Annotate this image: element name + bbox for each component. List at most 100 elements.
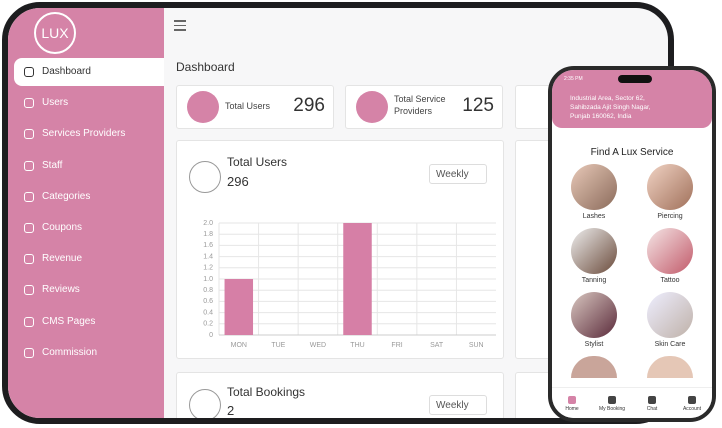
service-image [571, 292, 617, 338]
sidebar-item[interactable]: Coupons [14, 214, 154, 242]
service[interactable]: Lashes [570, 164, 618, 220]
service[interactable]: Tattoo [646, 228, 694, 284]
x-tick-label: WED [310, 342, 326, 349]
bar-chart: 0 0.2 0.4 0.6 0.8 1.0 1.2 1.4 1.6 1.8 2.0 MON TUE WED… [203, 220, 496, 349]
sidebar-item[interactable]: Staff [14, 152, 154, 180]
tab-label: Account [682, 406, 702, 412]
service[interactable] [646, 356, 694, 381]
service[interactable] [570, 356, 618, 381]
page-title: Dashboard [176, 60, 235, 74]
phone: 2:35 PM Industrial Area, Sector 62, Sahi… [548, 66, 716, 422]
sidebar: LUX Dashboard Users Services Providers Staf… [8, 8, 164, 418]
item-icon [24, 191, 34, 202]
service-label: Tattoo [660, 277, 680, 284]
status-time: 2:35 PM [564, 76, 583, 82]
sidebar-item[interactable]: CMS Pages [14, 308, 154, 336]
y-tick-label: 1.0 [203, 276, 213, 283]
chart-total: 296 [227, 174, 249, 189]
y-tick-label: 0.4 [203, 309, 213, 316]
tab-label: My Booking [598, 406, 626, 412]
tab-icon [568, 396, 576, 404]
service-image [571, 228, 617, 274]
stat-icon [187, 91, 219, 123]
chart-card: Total Users 296 Weekly 0 0.2 0.4 0.6 0.8 1.0 1… [176, 140, 504, 359]
sidebar-item[interactable]: Services Providers [14, 120, 154, 148]
address: Industrial Area, Sector 62, Sahibzada Aj… [570, 95, 651, 120]
sidebar-item[interactable]: Dashboard [14, 58, 164, 86]
bookings-icon [189, 389, 221, 418]
y-tick-label: 0.8 [203, 287, 213, 294]
x-tick-label: SUN [469, 342, 484, 349]
service-label: Tanning [581, 277, 607, 284]
tab-bar [552, 387, 712, 418]
y-tick-label: 0.6 [203, 298, 213, 305]
x-tick-label: FRI [391, 342, 402, 349]
item-icon [24, 129, 34, 140]
x-tick-label: SAT [430, 342, 444, 349]
service-image [647, 228, 693, 274]
tab[interactable]: Home [552, 396, 592, 412]
service-label: Skin Care [654, 341, 686, 348]
x-tick-label: TUE [271, 342, 285, 349]
item-icon [24, 254, 34, 265]
sidebar-item[interactable]: Users [14, 89, 154, 117]
y-tick-label: 0 [209, 332, 213, 339]
y-tick-label: 1.2 [203, 265, 213, 272]
bookings-card: Total Bookings 2 Weekly [176, 372, 504, 418]
service[interactable]: Stylist [570, 292, 618, 348]
service[interactable]: Piercing [646, 164, 694, 220]
bar [224, 279, 254, 335]
y-tick-label: 1.8 [203, 231, 213, 238]
tab[interactable]: Chat [632, 396, 672, 412]
stat-card: Total Users 296 [176, 85, 334, 129]
period-select[interactable]: Weekly [429, 164, 487, 184]
service[interactable]: Tanning [570, 228, 618, 284]
stat-value: 125 [462, 95, 494, 116]
y-tick-label: 2.0 [203, 220, 213, 227]
service-label: Lashes [582, 213, 606, 220]
y-tick-label: 0.2 [203, 321, 213, 328]
tab-label: Chat [646, 406, 658, 412]
service-image [647, 292, 693, 338]
bar [343, 223, 372, 335]
y-tick-label: 1.6 [203, 242, 213, 249]
bookings-total: 2 [227, 403, 235, 418]
tab-icon [688, 396, 696, 404]
service-heading: Find A Lux Service [590, 147, 674, 158]
service[interactable]: Skin Care [646, 292, 694, 348]
notch [618, 75, 652, 83]
item-icon [24, 316, 34, 327]
stat-label: Total Service Providers [394, 94, 446, 116]
tab[interactable]: My Booking [592, 396, 632, 412]
tab-label: Home [565, 406, 579, 412]
item-icon [24, 223, 34, 233]
item-icon [24, 98, 34, 109]
item-icon [24, 285, 34, 296]
period-select[interactable]: Weekly [429, 395, 487, 415]
service-label: Piercing [657, 213, 683, 220]
tab-icon [648, 396, 656, 404]
y-tick-label: 1.4 [203, 253, 213, 260]
sidebar-item[interactable]: Commission [14, 339, 154, 367]
tab[interactable]: Account [672, 396, 712, 412]
stat-label: Total Users [225, 101, 271, 111]
sidebar-item[interactable]: Reviews [14, 276, 154, 304]
bookings-title: Total Bookings [227, 385, 306, 399]
item-icon [24, 160, 34, 171]
stat-icon [356, 91, 388, 123]
menu-button[interactable] [174, 20, 186, 31]
chart-icon [189, 161, 221, 193]
sidebar-item[interactable]: Categories [14, 183, 154, 211]
x-tick-label: THU [350, 342, 364, 349]
x-tick-label: MON [231, 342, 247, 349]
stat-card: Total Service Providers 125 [345, 85, 503, 129]
service-image [571, 164, 617, 210]
chart-title: Total Users [227, 155, 288, 169]
service-image [647, 164, 693, 210]
service-label: Stylist [584, 341, 604, 348]
tab-icon [608, 396, 616, 404]
logo: LUX [34, 12, 76, 54]
item-icon [24, 67, 34, 77]
sidebar-item[interactable]: Revenue [14, 245, 154, 273]
